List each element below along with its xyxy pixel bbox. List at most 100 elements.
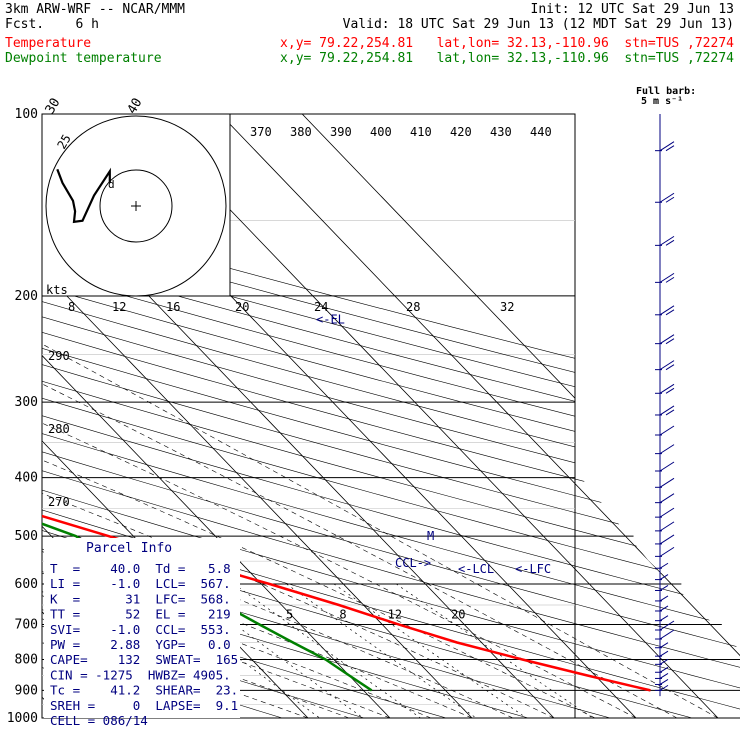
wind-barb [655, 684, 669, 691]
wind-barb-flag [659, 629, 675, 640]
wind-barb-flag [659, 493, 675, 504]
wind-barb-flag [659, 192, 675, 203]
wind-barb [655, 585, 669, 591]
wind-barb [655, 405, 675, 416]
temperature-location: x,y= 79.22,254.81 lat,lon= 32.13,-110.96… [280, 36, 734, 51]
parcel-info-row: SREH = 0 LAPSE= 9.1 [50, 698, 238, 713]
init-time: Init: 12 UTC Sat 29 Jun 13 [530, 2, 735, 17]
dewpoint-location: x,y= 79.22,254.81 lat,lon= 32.13,-110.96… [280, 51, 734, 66]
wind-barb [655, 507, 675, 518]
wind-barb-flag [659, 461, 675, 472]
dry-adiabat [42, 114, 740, 718]
wind-barb-half [665, 145, 675, 152]
wind-barb-half [659, 615, 669, 622]
hodograph-ring [45, 115, 227, 297]
mixing-ratio-label: 8 [339, 607, 346, 621]
theta-label: 370 [250, 125, 272, 139]
moist-adiabat [42, 295, 678, 718]
wind-barb-half [659, 650, 669, 657]
theta-label: 400 [370, 125, 392, 139]
hodograph-speed-label: 12 [112, 300, 126, 314]
wind-barb-flag [659, 521, 675, 532]
moist-adiabat [42, 295, 514, 718]
dry-adiabat [42, 114, 740, 718]
dry-adiabat [42, 114, 740, 718]
isotherm-line [137, 114, 719, 718]
pressure-label: 800 [15, 652, 38, 667]
mixing-ratio-line [333, 583, 527, 718]
isotherm-line [219, 114, 740, 718]
wind-barb [655, 383, 675, 394]
dry-adiabat [42, 114, 740, 718]
hodograph-speed-label: 20 [235, 300, 249, 314]
mixing-ratio-line [233, 583, 421, 718]
wind-barb [655, 673, 669, 679]
pressure-label: 500 [15, 529, 38, 544]
wind-barb-half [665, 309, 675, 316]
theta-label: 410 [410, 125, 432, 139]
mixing-ratio-label: 12 [388, 607, 402, 621]
lfc-marker: <-LFC [515, 562, 551, 576]
pressure-label: 400 [15, 471, 38, 486]
wind-barb-half [659, 595, 669, 602]
wind-barb [655, 562, 669, 569]
valid-time: Valid: 18 UTC Sat 29 Jun 13 (12 MDT Sat … [342, 17, 734, 32]
parcel-info-row: CAPE= 132 SWEAT= 165 [50, 652, 238, 667]
dry-adiabat [42, 114, 574, 718]
parcel-info-row: LI = -1.0 LCL= 567. [50, 576, 231, 591]
isotherm-line [301, 114, 740, 718]
parcel-info-row: CELL = 086/14 [50, 713, 148, 728]
wind-barb [655, 192, 675, 203]
wind-barb-flag [659, 360, 675, 371]
temperature-tick-label: 30 [43, 96, 64, 117]
parcel-info-row: CIN = -1275 HWBZ= 4905. [50, 667, 231, 682]
wind-barb [655, 629, 675, 640]
wind-barb-flag [659, 405, 675, 416]
temperature-legend: Temperature [5, 36, 92, 51]
forecast-hour: Fcst. 6 h [5, 17, 99, 32]
full-barb-legend: Full barb: [636, 86, 696, 97]
wind-barb [655, 574, 669, 581]
wind-barb [655, 141, 675, 152]
pressure-label: 200 [15, 289, 38, 304]
wind-barb-half [665, 409, 675, 416]
wind-barb-half [659, 658, 669, 665]
wind-barb [655, 615, 669, 622]
dry-adiabat [42, 114, 740, 718]
theta-label: 390 [330, 125, 352, 139]
hodograph-speed-label: 8 [68, 300, 75, 314]
wind-barb [655, 334, 675, 345]
wind-barb [655, 521, 675, 532]
dry-adiabat [42, 114, 740, 718]
wind-barb [655, 444, 675, 455]
pressure-label: 700 [15, 617, 38, 632]
dewpoint-profile [42, 114, 373, 692]
mixing-ratio-line [179, 583, 364, 718]
hodograph-units: kts [46, 283, 68, 297]
hodograph-speed-label: 24 [314, 300, 328, 314]
wind-barb [655, 642, 669, 649]
wind-barb [655, 461, 675, 472]
parcel-info-title: Parcel Info [86, 541, 172, 556]
hodograph-marker: d [108, 178, 115, 191]
wind-barb-flag [659, 235, 675, 246]
hodograph-speed-label: 28 [406, 300, 420, 314]
wind-barb-half [659, 574, 669, 581]
parcel-info-row: TT = 52 EL = 219 [50, 607, 231, 622]
el-marker: <-EL [316, 313, 345, 327]
wind-barb-half [665, 196, 675, 203]
mixing-ratio-label: 20 [451, 607, 465, 621]
theta-label: 430 [490, 125, 512, 139]
hodograph-ring [99, 169, 173, 243]
wind-barb-half [659, 605, 669, 612]
dry-adiabat [42, 114, 491, 718]
parcel-info-row: K = 31 LFC= 568. [50, 591, 231, 606]
wind-barb [655, 595, 669, 602]
wind-barb-half [659, 562, 669, 569]
wind-barb-flag [659, 534, 675, 545]
parcel-info-row: PW = 2.88 YGP= 0.0 [50, 637, 231, 652]
wind-barb [655, 360, 675, 371]
wind-barb [655, 679, 669, 685]
dry-adiabat [42, 114, 740, 718]
dry-adiabat [42, 114, 740, 718]
